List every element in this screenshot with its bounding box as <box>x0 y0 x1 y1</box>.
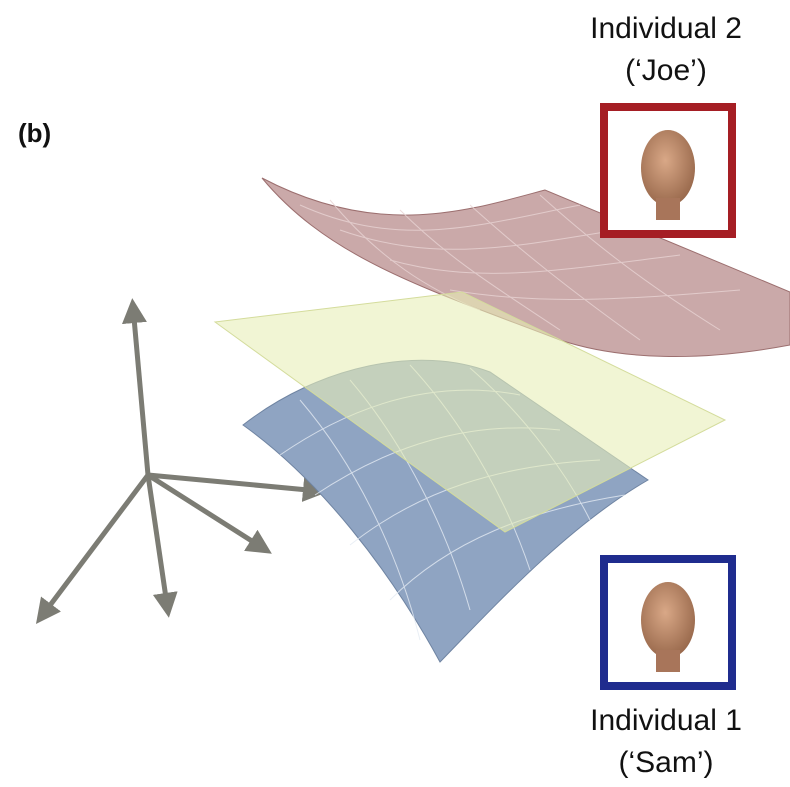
individual-label: Individual 1 <box>590 704 742 737</box>
individual-name: (‘Sam’) <box>619 746 714 779</box>
individual-label: Individual 2 <box>590 12 742 45</box>
panel-label: (b) <box>18 118 51 148</box>
figure: (b) Individual 2 (‘Joe’) Individual 1 (‘… <box>0 0 790 787</box>
individual-name: (‘Joe’) <box>625 54 707 87</box>
